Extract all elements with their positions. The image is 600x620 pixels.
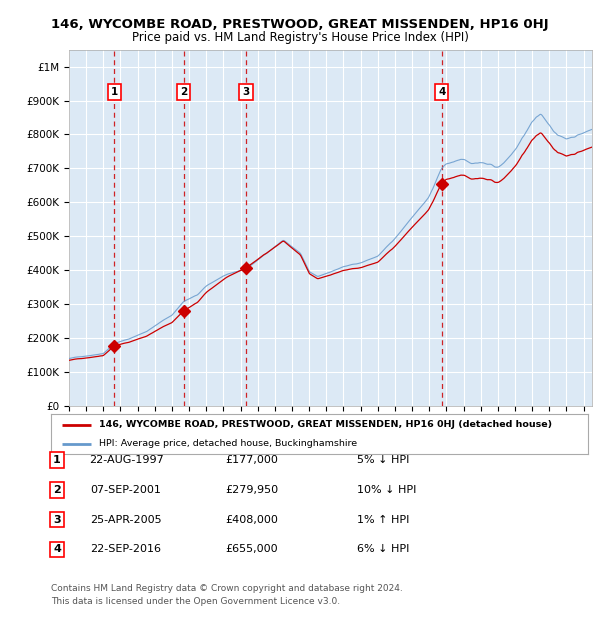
Text: £279,950: £279,950 [226,485,278,495]
Text: 4: 4 [53,544,61,554]
Text: 07-SEP-2001: 07-SEP-2001 [91,485,161,495]
Text: 2: 2 [53,485,61,495]
Text: £655,000: £655,000 [226,544,278,554]
Text: 6% ↓ HPI: 6% ↓ HPI [357,544,409,554]
Text: Contains HM Land Registry data © Crown copyright and database right 2024.
This d: Contains HM Land Registry data © Crown c… [51,585,403,606]
Text: 3: 3 [242,87,250,97]
Text: 146, WYCOMBE ROAD, PRESTWOOD, GREAT MISSENDEN, HP16 0HJ (detached house): 146, WYCOMBE ROAD, PRESTWOOD, GREAT MISS… [100,420,553,429]
Text: HPI: Average price, detached house, Buckinghamshire: HPI: Average price, detached house, Buck… [100,439,358,448]
Text: 1: 1 [53,455,61,465]
Text: 22-AUG-1997: 22-AUG-1997 [89,455,163,465]
Text: £408,000: £408,000 [226,515,278,525]
Text: 3: 3 [53,515,61,525]
Text: 22-SEP-2016: 22-SEP-2016 [91,544,161,554]
Text: 25-APR-2005: 25-APR-2005 [90,515,162,525]
Text: 4: 4 [438,87,445,97]
Text: Price paid vs. HM Land Registry's House Price Index (HPI): Price paid vs. HM Land Registry's House … [131,31,469,43]
Text: 5% ↓ HPI: 5% ↓ HPI [357,455,409,465]
Text: 146, WYCOMBE ROAD, PRESTWOOD, GREAT MISSENDEN, HP16 0HJ: 146, WYCOMBE ROAD, PRESTWOOD, GREAT MISS… [51,19,549,31]
Text: £177,000: £177,000 [226,455,278,465]
Text: 1: 1 [110,87,118,97]
Text: 10% ↓ HPI: 10% ↓ HPI [357,485,416,495]
Text: 1% ↑ HPI: 1% ↑ HPI [357,515,409,525]
Text: 2: 2 [180,87,187,97]
